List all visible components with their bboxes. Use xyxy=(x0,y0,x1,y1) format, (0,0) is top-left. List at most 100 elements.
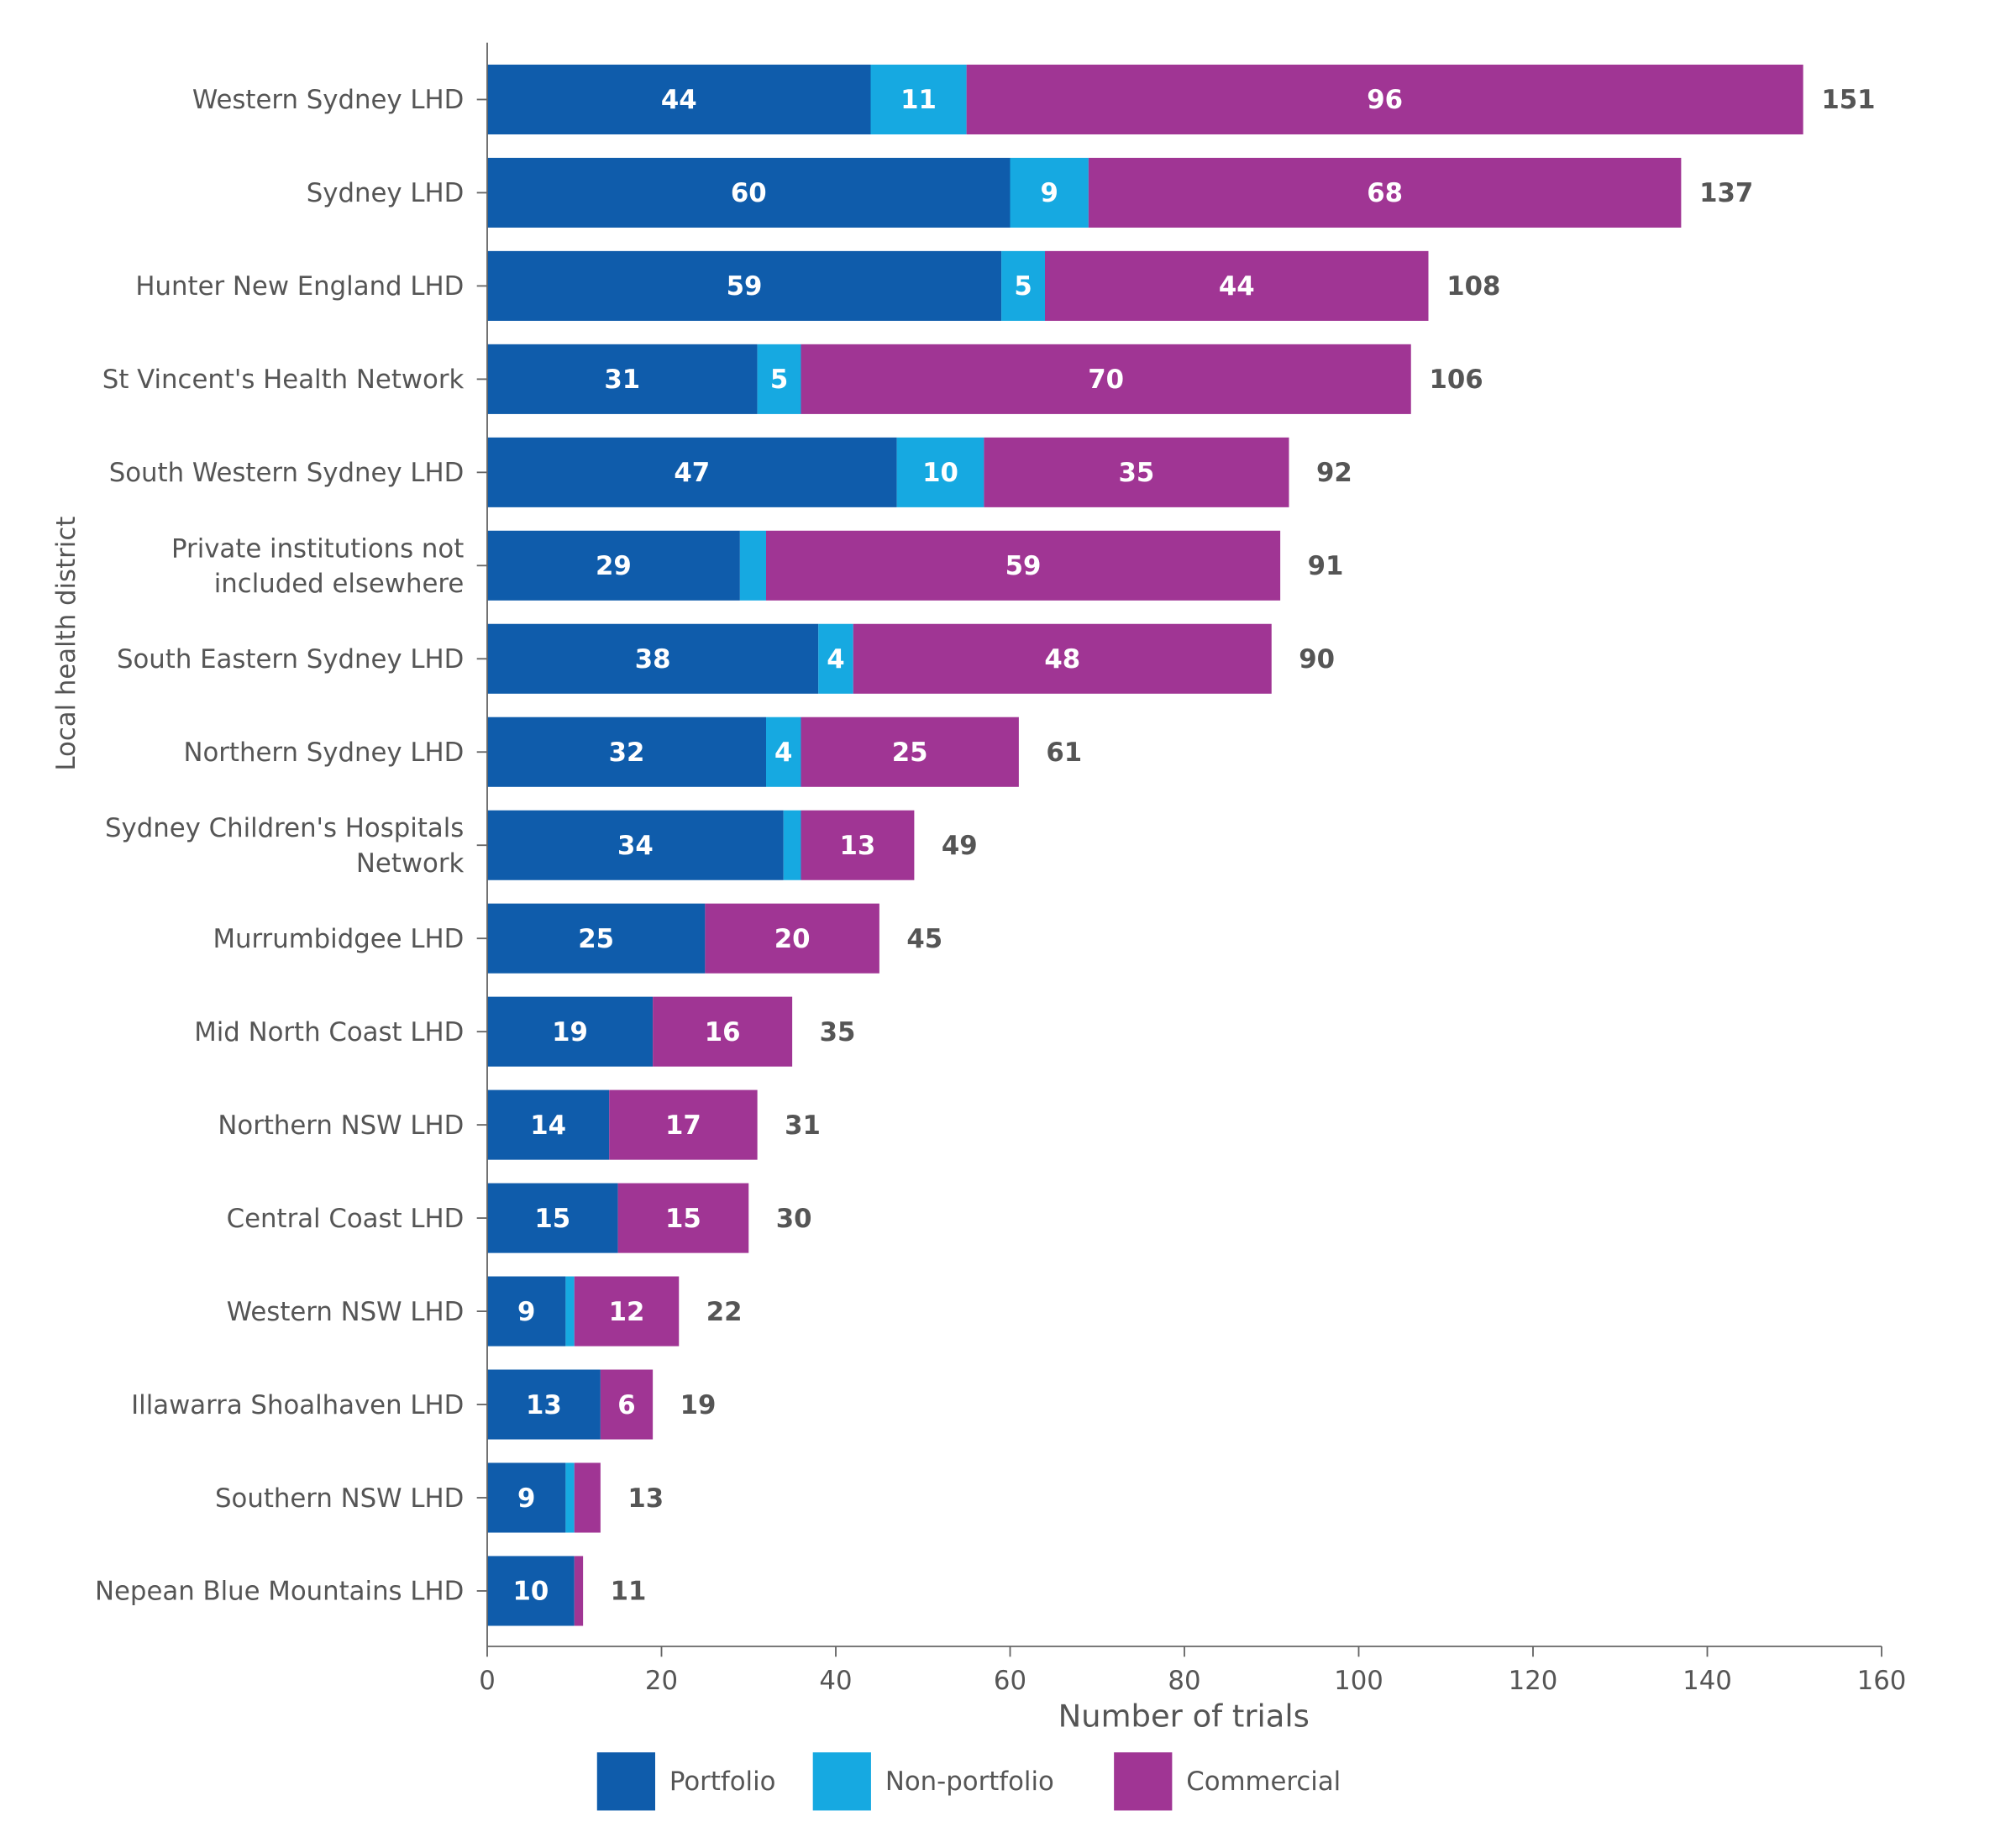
bar-segment-commercial xyxy=(574,1462,601,1533)
category-label: Western NSW LHD xyxy=(227,1297,465,1327)
x-tick-label: 0 xyxy=(479,1666,496,1696)
bar-segment-non-portfolio xyxy=(766,717,801,787)
category-label-line: Mid North Coast LHD xyxy=(194,1017,464,1047)
bar-segment-non-portfolio xyxy=(870,64,967,134)
segment-value-label: 15 xyxy=(665,1204,701,1234)
legend-label: Commercial xyxy=(1186,1767,1341,1797)
axes-layer: Western Sydney LHD Sydney LHD Hunter New E… xyxy=(95,42,1907,1696)
bar-segment-non-portfolio xyxy=(565,1276,575,1347)
category-label: Murrumbidgee LHD xyxy=(213,924,464,954)
segment-value-label: 25 xyxy=(578,924,614,954)
segment-value-label: 25 xyxy=(892,738,928,768)
segment-value-label: 6 xyxy=(617,1390,635,1420)
bar-segment-non-portfolio xyxy=(1010,157,1089,228)
legend-swatch-commercial xyxy=(1114,1752,1173,1811)
segment-value-label: 12 xyxy=(609,1297,645,1327)
segment-value-label: 5 xyxy=(770,365,788,395)
bar-segment-portfolio xyxy=(487,717,766,787)
bar-segment-portfolio xyxy=(487,1369,601,1440)
legend: Portfolio Non-portfolio Commercial xyxy=(596,1752,1341,1811)
x-tick-label: 160 xyxy=(1857,1666,1907,1696)
bar-segment-commercial xyxy=(1045,250,1429,321)
legend-label: Non-portfolio xyxy=(885,1767,1054,1797)
category-label: South Eastern Sydney LHD xyxy=(117,644,464,675)
total-value-label: 19 xyxy=(680,1390,717,1420)
bar-segment-non-portfolio xyxy=(565,1462,575,1533)
segment-value-label: 32 xyxy=(609,738,645,768)
segment-value-label: 10 xyxy=(512,1577,549,1607)
category-label-line: Central Coast LHD xyxy=(227,1204,465,1234)
legend-label: Portfolio xyxy=(669,1767,775,1797)
bar-segment-non-portfolio xyxy=(1001,250,1045,321)
bar-segment-commercial xyxy=(801,810,915,880)
category-label: Central Coast LHD xyxy=(227,1204,465,1234)
bar-segment-non-portfolio xyxy=(896,437,984,507)
category-label-line: Hunter New England LHD xyxy=(135,271,464,302)
segment-value-label: 4 xyxy=(827,644,844,675)
category-label: Northern Sydney LHD xyxy=(183,738,464,768)
segment-value-label: 29 xyxy=(596,551,632,581)
bar-segment-portfolio xyxy=(487,1276,566,1347)
legend-swatch-non-portfolio xyxy=(812,1752,871,1811)
bar-segment-commercial xyxy=(574,1556,584,1626)
segment-value-label: 31 xyxy=(604,365,640,395)
total-value-label: 22 xyxy=(706,1297,743,1327)
category-label: South Western Sydney LHD xyxy=(109,458,465,488)
category-label-line: Southern NSW LHD xyxy=(215,1483,464,1514)
bar-segment-portfolio xyxy=(487,1089,610,1160)
category-label: Hunter New England LHD xyxy=(135,271,464,302)
category-label: Illawarra Shoalhaven LHD xyxy=(131,1390,464,1420)
bar-segment-portfolio xyxy=(487,623,819,694)
x-tick-label: 20 xyxy=(645,1666,678,1696)
category-label-line: St Vincent's Health Network xyxy=(102,365,465,395)
segment-value-label: 60 xyxy=(731,178,767,208)
x-tick-label: 140 xyxy=(1683,1666,1732,1696)
segment-value-label: 14 xyxy=(530,1110,566,1141)
bar-segment-commercial xyxy=(574,1276,680,1347)
category-label-line: South Western Sydney LHD xyxy=(109,458,465,488)
category-label-line: Sydney LHD xyxy=(307,178,465,208)
category-label: St Vincent's Health Network xyxy=(102,365,465,395)
x-tick-label: 120 xyxy=(1509,1666,1558,1696)
segment-value-label: 16 xyxy=(705,1017,741,1047)
category-label-line: Northern Sydney LHD xyxy=(183,738,464,768)
x-tick-label: 40 xyxy=(819,1666,852,1696)
bar-segment-portfolio xyxy=(487,64,871,134)
y-axis-title: Local health district xyxy=(51,517,81,771)
bar-segment-portfolio xyxy=(487,1556,575,1626)
category-label-line: Sydney Children's Hospitals xyxy=(105,813,464,843)
bar-segment-commercial xyxy=(1088,157,1682,228)
segment-value-label: 13 xyxy=(526,1390,562,1420)
bar-segment-portfolio xyxy=(487,903,706,974)
bar-segment-portfolio xyxy=(487,530,740,601)
bar-segment-commercial xyxy=(609,1089,758,1160)
category-label-line: Murrumbidgee LHD xyxy=(213,924,464,954)
segment-value-label: 70 xyxy=(1088,365,1124,395)
segment-value-label: 34 xyxy=(617,831,654,861)
segment-value-label: 59 xyxy=(1005,551,1042,581)
category-label: Western Sydney LHD xyxy=(192,85,464,115)
total-value-label: 106 xyxy=(1429,365,1483,395)
bar-segment-non-portfolio xyxy=(739,530,766,601)
segment-value-label: 44 xyxy=(1219,271,1255,302)
category-label: Private institutions not included elsewhe… xyxy=(171,533,464,599)
segment-value-label: 68 xyxy=(1367,178,1403,208)
segment-value-label: 10 xyxy=(922,458,958,488)
segment-value-label: 48 xyxy=(1044,644,1080,675)
total-value-label: 151 xyxy=(1821,85,1875,115)
category-label-line: Illawarra Shoalhaven LHD xyxy=(131,1390,464,1420)
category-label-line: Northern NSW LHD xyxy=(218,1110,464,1141)
category-label-line: included elsewhere xyxy=(214,569,465,599)
bar-segment-non-portfolio xyxy=(818,623,853,694)
total-value-label: 11 xyxy=(611,1577,647,1607)
category-label-line: Nepean Blue Mountains LHD xyxy=(95,1577,464,1607)
segment-value-label: 9 xyxy=(1040,178,1058,208)
segment-value-label: 11 xyxy=(900,85,937,115)
category-label-line: South Eastern Sydney LHD xyxy=(117,644,464,675)
total-value-label: 137 xyxy=(1699,178,1753,208)
segment-value-label: 4 xyxy=(774,738,792,768)
category-label: Sydney Children's Hospitals Network xyxy=(105,813,464,879)
total-value-label: 108 xyxy=(1446,271,1500,302)
segment-value-label: 17 xyxy=(665,1110,701,1141)
